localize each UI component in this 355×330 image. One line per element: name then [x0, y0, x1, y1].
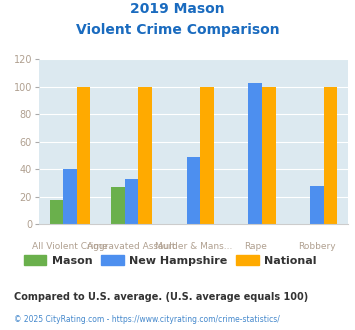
Bar: [138, 87, 152, 224]
Text: Compared to U.S. average. (U.S. average equals 100): Compared to U.S. average. (U.S. average …: [14, 292, 308, 302]
Text: Violent Crime Comparison: Violent Crime Comparison: [76, 23, 279, 37]
Bar: [63, 169, 77, 224]
Bar: [50, 200, 63, 224]
Bar: [262, 87, 275, 224]
Text: 2019 Mason: 2019 Mason: [130, 2, 225, 16]
Bar: [200, 87, 214, 224]
Bar: [248, 83, 262, 224]
Text: Robbery: Robbery: [298, 243, 336, 251]
Bar: [77, 87, 90, 224]
Text: All Violent Crime: All Violent Crime: [32, 243, 108, 251]
Bar: [187, 157, 200, 224]
Text: Aggravated Assault: Aggravated Assault: [87, 243, 176, 251]
Legend: Mason, New Hampshire, National: Mason, New Hampshire, National: [20, 250, 321, 270]
Bar: [111, 187, 125, 224]
Text: © 2025 CityRating.com - https://www.cityrating.com/crime-statistics/: © 2025 CityRating.com - https://www.city…: [14, 315, 280, 324]
Bar: [125, 179, 138, 224]
Bar: [310, 186, 324, 224]
Text: Murder & Mans...: Murder & Mans...: [155, 243, 232, 251]
Text: Rape: Rape: [244, 243, 267, 251]
Bar: [324, 87, 337, 224]
